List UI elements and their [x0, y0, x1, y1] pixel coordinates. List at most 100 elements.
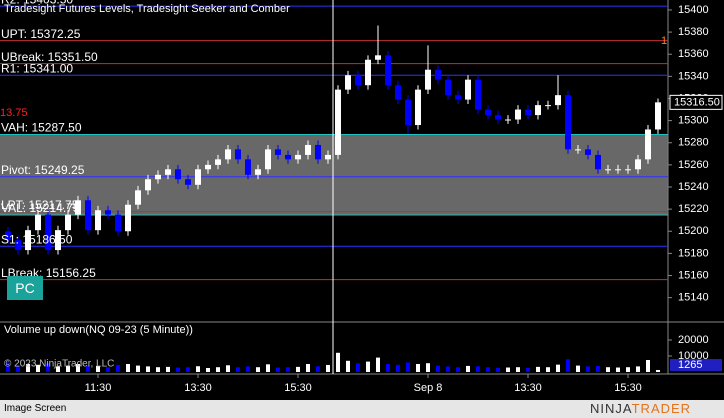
candle-body	[325, 154, 331, 160]
candle-body	[415, 89, 421, 126]
candle-body	[555, 95, 561, 106]
annotation: 1	[661, 35, 667, 47]
candle-body	[515, 109, 521, 120]
y-tick-label: 20000	[678, 334, 709, 346]
volume-bar	[316, 366, 320, 372]
candle-body	[375, 55, 381, 60]
candle-body	[265, 149, 271, 170]
annotation: 13.75	[0, 107, 28, 119]
level-label: VAH: 15287.50	[1, 121, 82, 135]
y-tick-label: 15180	[678, 247, 709, 259]
volume-bar	[606, 367, 610, 372]
volume-bar	[166, 366, 170, 372]
candle-body	[395, 85, 401, 100]
volume-bar	[566, 359, 570, 372]
candle-body	[535, 105, 541, 116]
volume-bar	[626, 367, 630, 372]
volume-title: Volume up down(NQ 09-23 (5 Minute))	[4, 324, 193, 336]
volume-bar	[236, 367, 240, 372]
volume-bar	[176, 367, 180, 372]
volume-bar	[286, 367, 290, 372]
chart-title: Tradesight Futures Levels, Tradesight Se…	[4, 3, 290, 15]
candle-body	[65, 214, 71, 231]
candle-body	[115, 214, 121, 232]
candle-body	[15, 240, 21, 251]
candle-body	[185, 179, 191, 185]
volume-bar	[76, 364, 80, 372]
candle-body	[315, 144, 321, 160]
volume-bar	[46, 363, 50, 372]
candle-body	[255, 169, 261, 175]
pc-button[interactable]: PC	[7, 276, 43, 300]
volume-bar	[596, 365, 600, 372]
candle-body	[95, 210, 101, 231]
volume-bar	[146, 366, 150, 372]
y-tick-label: 15160	[678, 269, 709, 281]
candle-body	[635, 159, 641, 170]
status-bar: Image Screen NINJATRADER	[0, 400, 724, 418]
candle-body	[545, 105, 551, 107]
y-tick-label: 10000	[678, 350, 709, 362]
y-tick-label: 15220	[678, 203, 709, 215]
level-label: Pivot: 15249.25	[1, 163, 85, 177]
candle-body	[425, 69, 431, 90]
level-label: S1: 15186.50	[1, 232, 73, 246]
volume-bar	[366, 361, 370, 372]
candle-body	[605, 169, 611, 171]
level-label: R1: 15341.00	[1, 61, 73, 75]
x-tick-label: Sep 8	[414, 382, 443, 394]
candle-body	[355, 75, 361, 86]
volume-bar	[266, 364, 270, 372]
volume-bar	[476, 366, 480, 372]
volume-bar	[216, 367, 220, 372]
y-tick-label: 15360	[678, 48, 709, 60]
volume-bar	[536, 366, 540, 372]
candle-body	[45, 214, 51, 251]
volume-bar	[496, 367, 500, 372]
volume-bar	[6, 362, 10, 372]
volume-bar	[616, 367, 620, 372]
volume-bar	[436, 365, 440, 372]
volume-bar	[306, 364, 310, 372]
volume-bar	[656, 369, 660, 372]
candle-body	[35, 214, 41, 231]
volume-bar	[356, 363, 360, 372]
candle-body	[495, 115, 501, 120]
candle-body	[505, 119, 511, 121]
volume-bar	[16, 365, 20, 372]
y-tick-label: 15280	[678, 137, 709, 149]
candle-body	[55, 230, 61, 251]
candle-body	[335, 89, 341, 155]
volume-bar	[36, 364, 40, 372]
candle-body	[105, 210, 111, 215]
candle-body	[195, 169, 201, 185]
y-tick-label: 15300	[678, 115, 709, 127]
volume-bar	[56, 366, 60, 372]
y-tick-label: 15240	[678, 181, 709, 193]
volume-bar	[86, 365, 90, 372]
candle-body	[575, 149, 581, 151]
x-tick-label: 15:30	[284, 382, 312, 394]
volume-bar	[376, 357, 380, 372]
candle-body	[525, 109, 531, 116]
candle-body	[25, 230, 31, 251]
brand-b: TRADER	[631, 401, 692, 416]
candle-body	[165, 169, 171, 175]
candle-body	[285, 154, 291, 160]
status-text: Image Screen	[4, 403, 67, 414]
candle-body	[235, 149, 241, 160]
volume-bar	[636, 366, 640, 372]
volume-bar	[646, 360, 650, 372]
volume-bar	[96, 365, 100, 372]
volume-bar	[136, 365, 140, 372]
candle-body	[145, 179, 151, 191]
candle-body	[275, 149, 281, 155]
volume-last-box	[670, 358, 722, 371]
candle-body	[85, 200, 91, 231]
volume-bar	[416, 364, 420, 372]
candle-body	[435, 69, 441, 80]
candle-body	[75, 200, 81, 215]
brand: NINJATRADER	[590, 401, 691, 416]
volume-bar	[26, 364, 30, 372]
volume-bar	[426, 363, 430, 372]
